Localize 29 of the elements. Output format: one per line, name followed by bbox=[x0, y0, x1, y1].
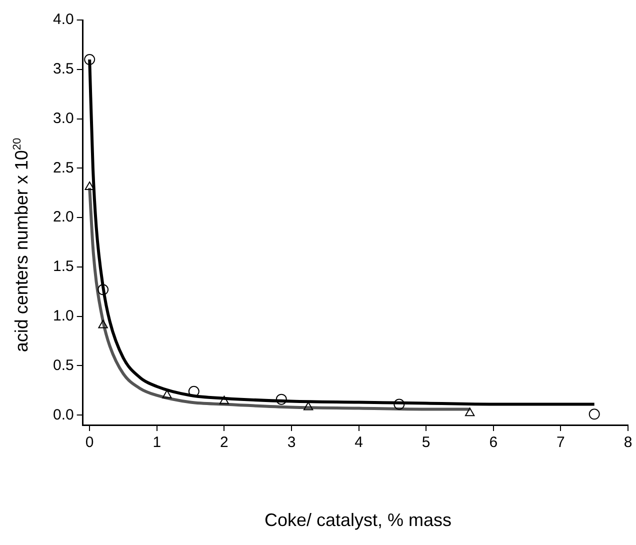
point bbox=[98, 284, 109, 296]
y-tick-label: 3.5 bbox=[52, 60, 74, 78]
y-tick-label: 0.0 bbox=[52, 406, 74, 424]
point bbox=[303, 402, 314, 410]
y-tick-label: 2.0 bbox=[52, 208, 74, 226]
y-tick-label: 4.0 bbox=[52, 11, 74, 28]
point bbox=[276, 394, 287, 405]
y-tick-label: 1.5 bbox=[52, 258, 74, 276]
y-tick-label: 1.0 bbox=[52, 307, 74, 324]
x-tick-label: 5 bbox=[422, 434, 430, 452]
x-tick-label: 8 bbox=[624, 434, 632, 452]
point bbox=[588, 408, 600, 420]
x-tick-label: 2 bbox=[220, 434, 228, 452]
x-tick-label: 1 bbox=[152, 434, 162, 452]
point bbox=[98, 320, 108, 328]
y-tick-label: 3.0 bbox=[52, 110, 74, 127]
y-tick-label: 0.5 bbox=[52, 356, 74, 374]
x-tick-label: 4 bbox=[354, 434, 363, 452]
point bbox=[219, 396, 230, 404]
x-axis-title: Coke/ catalyst, % mass bbox=[263, 510, 453, 531]
point bbox=[84, 54, 96, 66]
x-tick-label: 6 bbox=[489, 434, 498, 452]
point bbox=[465, 408, 475, 416]
x-tick-label: 3 bbox=[287, 434, 296, 452]
x-tick-label: 7 bbox=[556, 434, 565, 452]
point bbox=[162, 390, 172, 398]
y-tick-label: 2.5 bbox=[52, 159, 74, 176]
x-tick-label: 0 bbox=[85, 434, 94, 452]
point bbox=[394, 398, 405, 410]
